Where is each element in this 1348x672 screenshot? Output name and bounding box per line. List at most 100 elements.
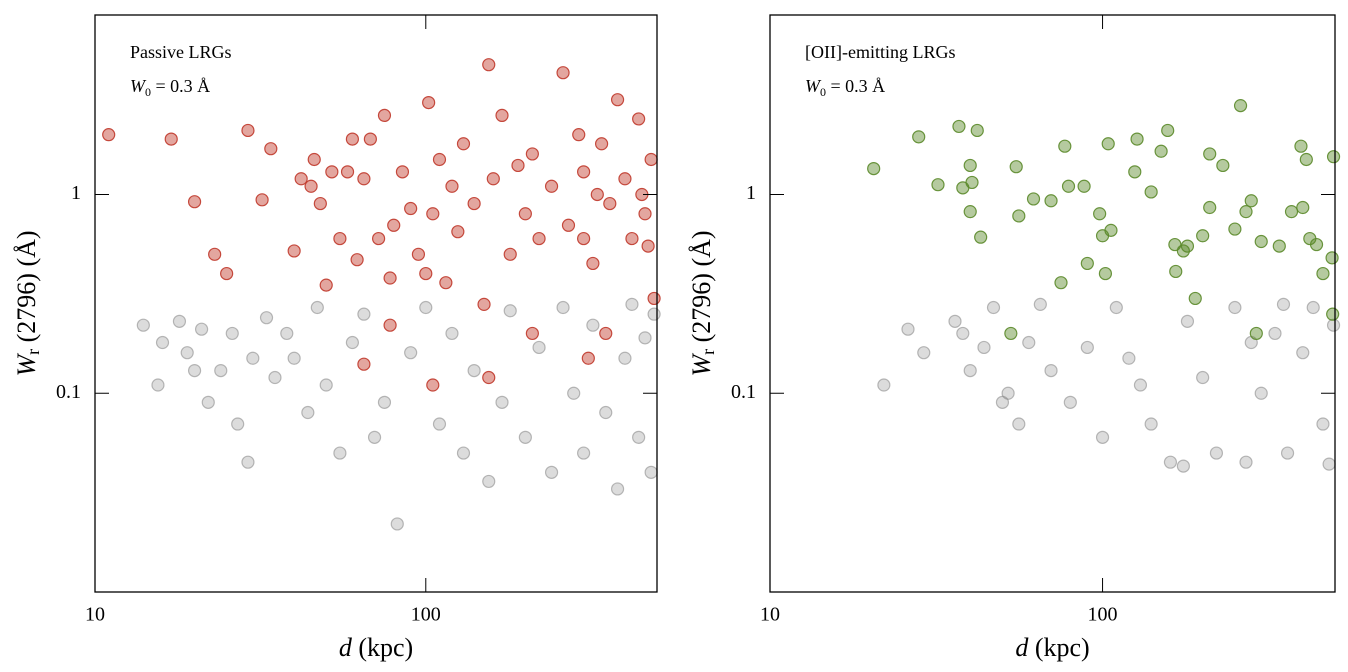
data-point — [618, 172, 632, 186]
data-point — [1203, 200, 1217, 215]
data-point — [1239, 205, 1253, 219]
data-point — [1268, 326, 1282, 341]
w0-symbol: W — [130, 76, 147, 96]
data-point — [155, 335, 170, 350]
data-point — [1294, 139, 1308, 153]
data-point — [313, 196, 327, 211]
data-point — [632, 430, 646, 444]
data-point — [1176, 459, 1190, 473]
data-point — [1299, 152, 1313, 167]
data-point — [482, 58, 496, 72]
data-point — [319, 378, 333, 392]
data-point — [1054, 276, 1068, 290]
data-point — [419, 300, 433, 315]
data-point — [451, 225, 465, 239]
annotation: W0 = 0.3 Å — [805, 76, 885, 99]
data-point — [1254, 386, 1268, 400]
annotation: Passive LRGs — [130, 42, 232, 62]
data-point — [952, 119, 966, 134]
x-label-var: d — [339, 633, 353, 662]
data-point — [377, 395, 392, 409]
data-point — [1203, 147, 1217, 161]
data-point — [486, 172, 500, 186]
data-point — [603, 196, 617, 211]
data-point — [974, 230, 988, 244]
data-point — [532, 231, 546, 246]
data-point — [1216, 158, 1230, 173]
y-label-var: W — [12, 353, 41, 377]
data-point — [586, 318, 600, 332]
data-point — [1080, 340, 1094, 355]
annotation: [OII]-emitting LRGs — [805, 42, 955, 62]
y-label-var: W — [687, 353, 716, 377]
data-point — [1296, 346, 1310, 360]
data-point — [371, 231, 386, 246]
data-point — [525, 147, 539, 161]
data-point — [638, 207, 652, 221]
data-point — [1012, 417, 1026, 431]
data-point — [963, 363, 977, 378]
data-point — [1077, 179, 1091, 193]
data-point — [590, 187, 604, 202]
y-label-unit: (2796) (Å) — [687, 230, 716, 348]
data-point — [599, 405, 613, 420]
data-point — [1239, 455, 1253, 469]
data-point — [1058, 139, 1072, 153]
data-point — [1098, 266, 1113, 281]
data-point — [1104, 223, 1118, 237]
data-point — [1284, 205, 1299, 219]
data-point — [287, 351, 301, 365]
w0-value: = 0.3 Å — [826, 76, 885, 96]
data-point — [956, 326, 970, 341]
data-point — [201, 395, 215, 409]
data-point — [644, 152, 658, 167]
data-point — [556, 66, 570, 80]
data-point — [377, 108, 392, 123]
data-point — [345, 335, 360, 350]
data-point — [325, 165, 339, 179]
data-point — [977, 340, 991, 355]
data-point — [1169, 264, 1183, 279]
data-point — [647, 291, 661, 306]
data-point — [1249, 326, 1263, 341]
x-label-unit: (kpc) — [1028, 633, 1089, 662]
data-point — [350, 253, 364, 267]
data-point — [1306, 300, 1320, 315]
data-point — [208, 247, 222, 261]
data-point — [426, 207, 440, 221]
data-point — [280, 326, 294, 341]
data-point — [1009, 160, 1023, 174]
data-point — [1196, 229, 1210, 243]
data-point — [1033, 297, 1047, 311]
data-point — [363, 132, 377, 146]
y-tick-label: 1 — [71, 182, 81, 204]
x-label-var: d — [1015, 633, 1029, 662]
data-point — [367, 430, 382, 444]
data-point — [1272, 239, 1286, 253]
data-point — [136, 318, 150, 332]
data-point — [1322, 457, 1336, 471]
y-label-unit: (2796) (Å) — [12, 230, 41, 348]
data-point — [357, 172, 371, 186]
data-point — [467, 196, 481, 211]
data-point — [1326, 307, 1340, 321]
data-point — [357, 357, 371, 371]
data-point — [1101, 137, 1115, 151]
data-point — [503, 304, 517, 318]
data-point — [404, 346, 418, 360]
data-point — [180, 346, 194, 360]
data-point — [572, 128, 586, 142]
data-point — [404, 201, 418, 216]
y-label-sub: r — [23, 349, 43, 355]
data-point — [632, 112, 646, 126]
data-point — [610, 482, 625, 496]
data-point — [194, 322, 209, 336]
data-point — [1130, 132, 1144, 146]
data-point — [426, 378, 440, 392]
data-point — [1095, 430, 1110, 444]
data-point — [1163, 455, 1178, 469]
x-axis-label: d (kpc) — [339, 633, 413, 662]
data-point — [172, 314, 187, 328]
data-point — [1276, 297, 1291, 311]
